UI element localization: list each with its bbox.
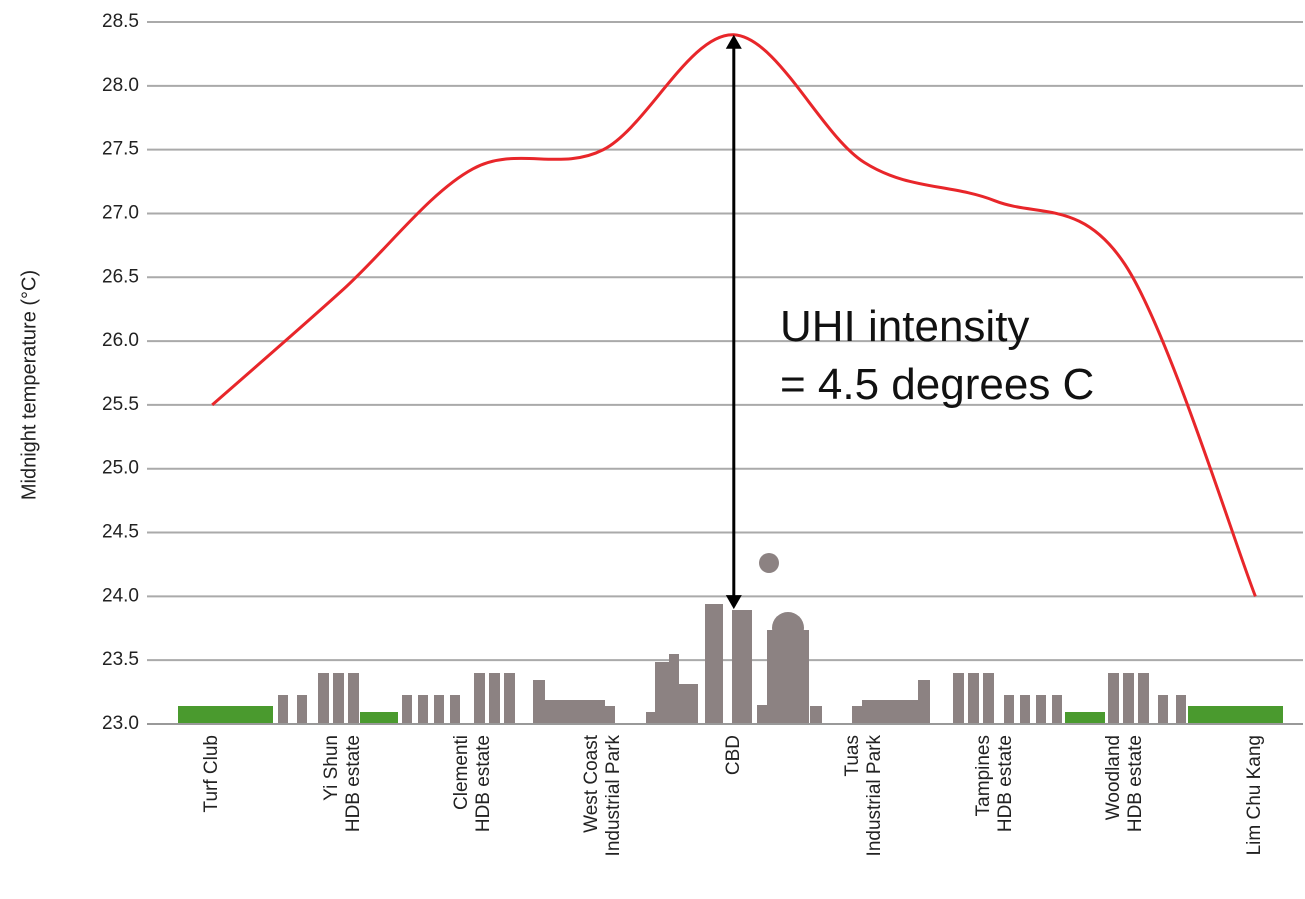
y-tick-label: 24.0 bbox=[102, 585, 139, 606]
x-tick-label: Tuas Industrial Park bbox=[842, 735, 886, 857]
annotation: UHI intensity = 4.5 degrees C bbox=[780, 302, 1095, 409]
x-tick-label: CBD bbox=[722, 735, 744, 776]
y-tick-label: 27.5 bbox=[102, 139, 139, 160]
y-tick-label: 26.5 bbox=[102, 266, 139, 287]
x-tick-label: Turf Club bbox=[201, 735, 223, 813]
x-tick-label: Lim Chu Kang bbox=[1244, 735, 1266, 856]
x-tick-label: Yi Shun HDB estate bbox=[320, 735, 364, 833]
x-tick-label: Woodland HDB estate bbox=[1103, 735, 1146, 833]
x-tick-label: Tampines HDB estate bbox=[972, 735, 1016, 833]
y-tick-label: 23.5 bbox=[102, 649, 139, 670]
y-tick-label: 27.0 bbox=[102, 202, 139, 223]
line bbox=[211, 33, 1257, 597]
y-tick-label: 26.0 bbox=[102, 330, 139, 351]
y-tick-label: 23.0 bbox=[102, 713, 139, 734]
skyline bbox=[178, 553, 1283, 724]
arrow-head bbox=[725, 595, 742, 610]
y-tick-label: 24.5 bbox=[102, 522, 139, 543]
y-axis-label: Midnight temperature (°C) bbox=[18, 269, 41, 501]
y-tick-label: 28.0 bbox=[102, 75, 139, 96]
y-tick-label: 25.5 bbox=[102, 394, 139, 415]
arrow-head bbox=[725, 34, 742, 49]
y-tick-label: 25.0 bbox=[102, 458, 139, 479]
grid bbox=[147, 21, 1303, 725]
x-tick-label: West Coast Industrial Park bbox=[581, 735, 625, 857]
x-tick-label: Clementi HDB estate bbox=[451, 735, 494, 833]
y-tick-label: 28.5 bbox=[102, 11, 139, 32]
